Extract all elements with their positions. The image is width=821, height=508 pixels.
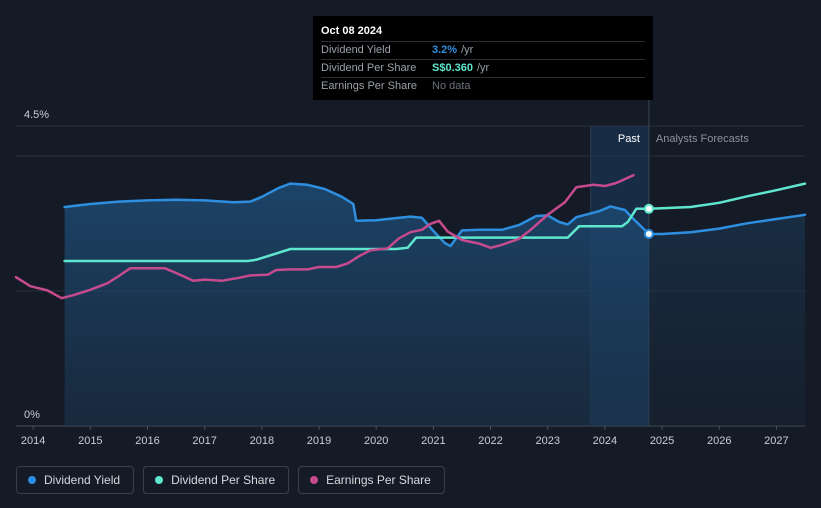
legend-label: Dividend Per Share	[171, 473, 276, 487]
tooltip-row-earnings-per-share: Earnings Per Share No data	[321, 77, 645, 95]
tooltip-label: Earnings Per Share	[321, 80, 417, 92]
x-tick-label: 2024	[593, 435, 617, 447]
x-tick-label: 2017	[192, 435, 216, 447]
forecast-label: Analysts Forecasts	[656, 133, 749, 145]
legend-label: Earnings Per Share	[326, 473, 431, 487]
tooltip-value: S$0.360	[432, 62, 473, 74]
x-tick-label: 2025	[650, 435, 674, 447]
x-tick-label: 2026	[707, 435, 731, 447]
tooltip-unit: /yr	[461, 44, 474, 56]
x-tick-label: 2023	[535, 435, 559, 447]
x-tick-label: 2019	[307, 435, 331, 447]
tooltip-value: 3.2%	[432, 44, 458, 56]
legend-item-earnings-per-share[interactable]: Earnings Per Share	[298, 466, 445, 494]
dividend-per-share-line	[63, 182, 807, 263]
x-tick-label: 2021	[421, 435, 445, 447]
tooltip-value: No data	[432, 80, 471, 92]
tooltip: Oct 08 2024 Dividend Yield 3.2% /yr Divi…	[313, 16, 653, 100]
legend-item-dividend-yield[interactable]: Dividend Yield	[16, 466, 135, 494]
legend-dot-icon	[310, 476, 319, 484]
tooltip-row-dividend-yield: Dividend Yield 3.2% /yr	[321, 41, 645, 59]
legend-label: Dividend Yield	[44, 473, 121, 487]
dividend-yield-marker	[643, 229, 654, 239]
legend-item-dividend-per-share[interactable]: Dividend Per Share	[143, 466, 290, 494]
x-tick-label: 2016	[135, 435, 159, 447]
legend: Dividend Yield Dividend Per Share Earnin…	[16, 466, 445, 494]
past-label: Past	[618, 133, 640, 145]
dividend-yield-area-forecast	[648, 214, 805, 426]
tooltip-label: Dividend Per Share	[321, 62, 417, 74]
dividend-per-share-marker	[643, 203, 654, 214]
earnings-per-share-line	[14, 173, 635, 300]
tooltip-label: Dividend Yield	[321, 44, 391, 56]
x-tick-label: 2014	[21, 435, 45, 447]
legend-dot-icon	[28, 476, 36, 484]
x-tick-label: 2027	[764, 435, 788, 447]
y-tick-label: 0%	[24, 409, 40, 421]
tooltip-unit: /yr	[476, 62, 490, 74]
y-tick-label: 4.5%	[24, 109, 49, 121]
x-tick-label: 2018	[250, 435, 274, 447]
x-tick-label: 2015	[78, 435, 102, 447]
x-tick-label: 2022	[478, 435, 502, 447]
legend-dot-icon	[155, 476, 164, 484]
tooltip-row-dividend-per-share: Dividend Per Share S$0.360 /yr	[321, 59, 645, 77]
x-tick-label: 2020	[364, 435, 388, 447]
tooltip-date: Oct 08 2024	[321, 25, 383, 37]
